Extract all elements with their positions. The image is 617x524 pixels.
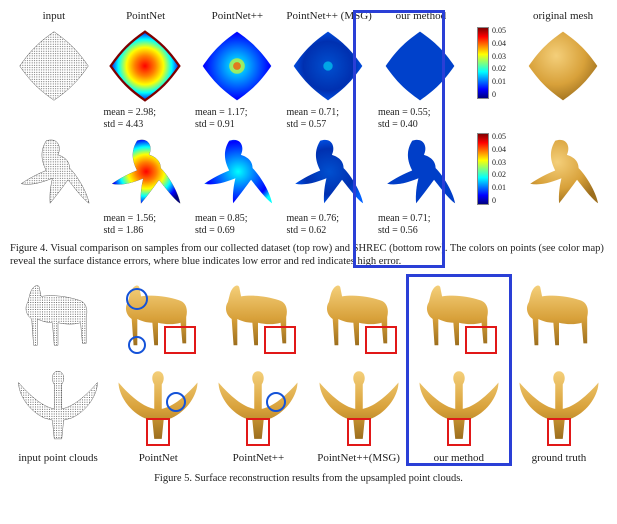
figure4-creature-colorbar: 0.05 0.04 0.03 0.02 0.01 0 [465,132,517,238]
figure4-star-originalmesh [518,26,609,132]
figure4-star-ourmethod-stats: mean = 0.55;std = 0.40 [374,105,465,131]
figure5-anchor-input [8,362,108,450]
figure5-footer-pointnetpp-msg: PointNet++(MSG) [309,450,409,468]
colorbar-tick: 0.03 [492,159,506,167]
figure4-creature-ourmethod-stats: mean = 0.71;std = 0.56 [374,211,465,237]
colorbar-tick: 0.01 [492,184,506,192]
figure4-star-pointnet: mean = 2.98;std = 4.43 [99,26,190,132]
figure4-creature-pointnet-stats: mean = 1.56;std = 1.86 [99,211,190,237]
figure4-header-row: input PointNet PointNet++ PointNet++ (MS… [8,8,609,26]
figure5-horse-pointnetpp-msg [309,274,409,362]
figure5-horse-input [8,274,108,362]
colorbar-tick: 0.01 [492,78,506,86]
figure4-header-pointnetpp-msg: PointNet++ (MSG) [283,8,375,26]
figure4-star-pointnetpp-stats: mean = 1.17;std = 0.91 [191,105,282,131]
figure5-horse-pointnet [108,274,208,362]
figure4-header-input: input [8,8,100,26]
figure5-footer-ourmethod: our method [409,450,509,468]
figure-4: input PointNet PointNet++ PointNet++ (MS… [8,8,609,274]
figure5-anchor-groundtruth [509,362,609,450]
figure4-star-input [8,26,99,132]
figure4-creature-originalmesh [518,132,609,238]
figure5-anchor-pointnetpp [208,362,308,450]
figure4-creature-ourmethod: mean = 0.71;std = 0.56 [374,132,465,238]
figure4-header-pointnet: PointNet [100,8,192,26]
figure4-header-colorbar [467,8,517,26]
figure5-row-anchor [8,362,609,450]
figure4-creature-input [8,132,99,238]
figure4-header-originalmesh: original mesh [517,8,609,26]
colorbar-tick: 0.02 [492,65,506,73]
figure4-header-ourmethod: our method [375,8,467,26]
figure5-footer-pointnetpp: PointNet++ [208,450,308,468]
figure4-creature-pointnetpp: mean = 0.85;std = 0.69 [191,132,282,238]
figure4-creature-pointnet: mean = 1.56;std = 1.86 [99,132,190,238]
figure5-row-horse [8,274,609,362]
figure5-footer-pointnet: PointNet [108,450,208,468]
figure4-star-pointnetpp-msg: mean = 0.71;std = 0.57 [282,26,373,132]
colorbar-tick: 0.05 [492,133,506,141]
figure4-row-creature: mean = 1.56;std = 1.86 mean = 0.85;std =… [8,132,609,238]
figure5-footer-groundtruth: ground truth [509,450,609,468]
colorbar-tick: 0 [492,197,506,205]
figure4-creature-pointnetpp-msg-stats: mean = 0.76;std = 0.62 [282,211,373,237]
figure4-star-ourmethod: mean = 0.55;std = 0.40 [374,26,465,132]
figure4-star-pointnetpp: mean = 1.17;std = 0.91 [191,26,282,132]
figure4-star-colorbar: 0.05 0.04 0.03 0.02 0.01 0 [465,26,517,132]
figure4-row-star: mean = 2.98;std = 4.43 mean = 1.17;std =… [8,26,609,132]
colorbar-tick: 0.05 [492,27,506,35]
figure4-caption: Figure 4. Visual comparison on samples f… [8,238,609,274]
colorbar-tick: 0.03 [492,53,506,61]
figure5-footer-input: input point clouds [8,450,108,468]
figure5-anchor-pointnet [108,362,208,450]
figure5-horse-pointnetpp [208,274,308,362]
figure5-footer-row: input point clouds PointNet PointNet++ P… [8,450,609,468]
figure4-star-pointnetpp-msg-stats: mean = 0.71;std = 0.57 [282,105,373,131]
colorbar-tick: 0.04 [492,146,506,154]
figure4-header-pointnetpp: PointNet++ [192,8,284,26]
colorbar-tick: 0.02 [492,171,506,179]
figure5-caption: Figure 5. Surface reconstruction results… [8,468,609,491]
figure4-creature-pointnetpp-stats: mean = 0.85;std = 0.69 [191,211,282,237]
figure5-horse-ourmethod [409,274,509,362]
figure5-anchor-ourmethod [409,362,509,450]
figure4-creature-pointnetpp-msg: mean = 0.76;std = 0.62 [282,132,373,238]
figure5-horse-groundtruth [509,274,609,362]
figure-5: input point clouds PointNet PointNet++ P… [8,274,609,491]
colorbar-tick: 0 [492,91,506,99]
figure4-star-pointnet-stats: mean = 2.98;std = 4.43 [99,105,190,131]
colorbar-tick: 0.04 [492,40,506,48]
figure5-anchor-pointnetpp-msg [309,362,409,450]
